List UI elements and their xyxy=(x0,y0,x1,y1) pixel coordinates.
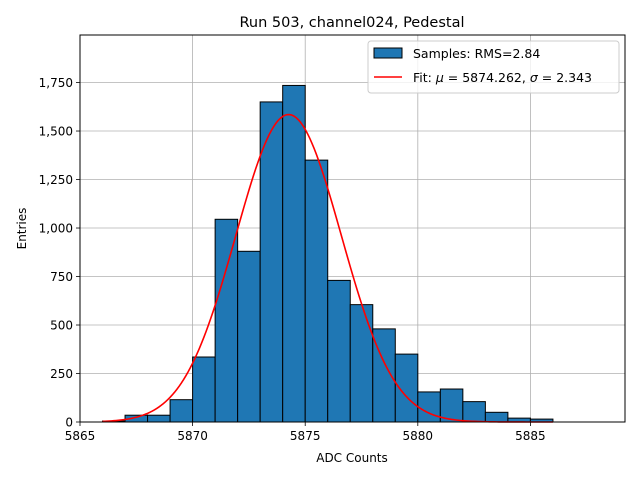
histogram-bar xyxy=(282,84,306,423)
histogram-bar xyxy=(349,304,374,423)
y-tick-label: 1,000 xyxy=(39,222,73,236)
x-axis-ticks: 5865 5870 5875 5880 5885 xyxy=(65,422,546,443)
histogram-bar xyxy=(304,159,329,423)
y-tick-label: 250 xyxy=(50,367,73,381)
plot-frame xyxy=(79,34,626,423)
y-tick-label: 1,250 xyxy=(39,173,73,187)
x-tick-label: 5875 xyxy=(290,429,321,443)
x-tick-label: 5880 xyxy=(403,429,434,443)
histogram-bar xyxy=(327,279,351,423)
histogram-bars xyxy=(102,84,554,423)
x-axis-label: ADC Counts xyxy=(316,451,388,465)
y-tick-label: 1,500 xyxy=(39,125,73,139)
histogram-bar xyxy=(237,250,261,423)
legend-histogram-label: Samples: RMS=2.84 xyxy=(413,46,540,61)
histogram-bar xyxy=(214,218,239,423)
histogram-bar xyxy=(192,356,216,423)
legend-fit-prefix: Fit: xyxy=(413,70,436,85)
x-tick-label: 5865 xyxy=(65,429,96,443)
x-tick-label: 5870 xyxy=(177,429,208,443)
legend-box xyxy=(367,40,620,94)
y-tick-label: 1,750 xyxy=(39,76,73,90)
histogram-bar xyxy=(169,399,194,423)
histogram-bar xyxy=(462,401,486,423)
histogram-bar xyxy=(147,414,171,423)
legend-fit-sigma-symbol: σ xyxy=(530,70,539,85)
legend-fit-label: Fit: μ = 5874.262, σ = 2.343 xyxy=(413,70,592,85)
legend-histogram-swatch xyxy=(373,47,403,59)
histogram-bar xyxy=(259,101,284,423)
y-tick-label: 750 xyxy=(50,270,73,284)
histogram-bar xyxy=(417,391,441,423)
histogram-bar xyxy=(439,388,464,423)
legend-fit-mu-symbol: μ xyxy=(435,70,444,85)
chart-title: Run 503, channel024, Pedestal xyxy=(239,15,464,31)
y-axis-label: Entries xyxy=(15,208,29,250)
legend: Samples: RMS=2.84 Fit: μ = 5874.262, σ =… xyxy=(367,40,620,94)
y-tick-label: 500 xyxy=(50,319,73,333)
y-axis-ticks: 0 250 500 750 1,000 1,250 1,500 1,750 xyxy=(39,76,80,430)
y-tick-label: 0 xyxy=(65,416,73,430)
legend-fit-mu-value: 5874.262 xyxy=(462,70,522,85)
x-tick-label: 5885 xyxy=(515,429,546,443)
histogram-bar xyxy=(484,411,509,423)
legend-fit-sigma-value: 2.343 xyxy=(556,70,592,85)
